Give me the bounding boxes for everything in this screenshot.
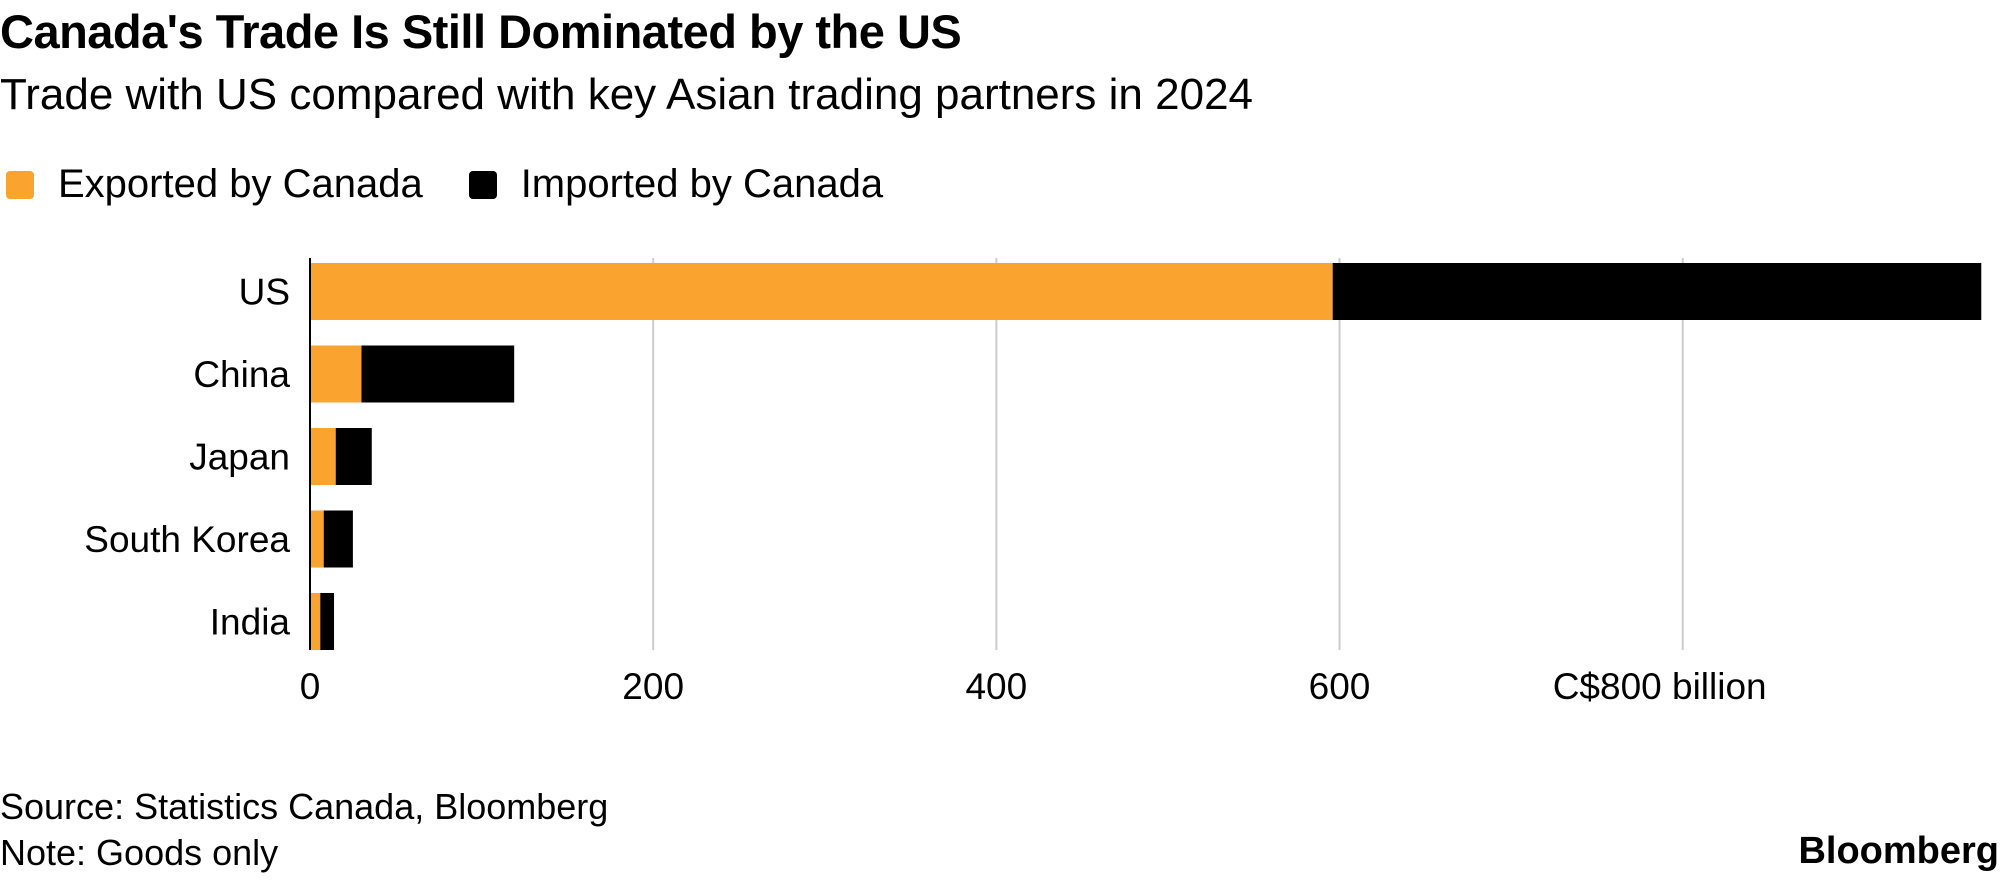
category-label-india: India (210, 602, 291, 643)
x-tick-label-200: 200 (622, 666, 684, 707)
x-tick-label-400: 400 (965, 666, 1027, 707)
category-label-south-korea: South Korea (84, 519, 290, 560)
bar-us-exported (310, 263, 1333, 320)
bloomberg-logo: Bloomberg (1798, 830, 1999, 872)
source-note: Source: Statistics Canada, Bloomberg (0, 786, 609, 827)
category-label-china: China (193, 354, 290, 395)
legend-item-imported: Imported by Canada (468, 162, 884, 207)
bar-japan-exported (310, 428, 336, 485)
bar-china-imported (361, 345, 515, 403)
bar-japan-imported (335, 428, 372, 485)
category-label-us: US (239, 272, 290, 313)
legend-item-exported: Exported by Canada (6, 162, 423, 207)
bar-india-exported (310, 593, 321, 650)
legend-label-imported: Imported by Canada (520, 162, 884, 206)
bar-south-korea-exported (310, 510, 324, 568)
bar-us-imported (1332, 263, 1982, 320)
x-tick-label-800: C$800 billion (1553, 666, 1767, 707)
bar-china-exported (310, 345, 362, 403)
bar-india-imported (320, 593, 335, 650)
category-label-japan: Japan (189, 437, 290, 478)
x-tick-label-0: 0 (300, 666, 321, 707)
legend: Exported by Canada Imported by Canada (6, 162, 929, 207)
chart-subtitle: Trade with US compared with key Asian tr… (0, 70, 1254, 119)
legend-swatch-imported (468, 170, 497, 199)
legend-swatch-exported (6, 170, 34, 199)
x-tick-label-600: 600 (1309, 666, 1371, 707)
goods-note: Note: Goods only (0, 832, 279, 873)
legend-label-exported: Exported by Canada (58, 162, 423, 206)
chart-title: Canada's Trade Is Still Dominated by the… (0, 5, 962, 58)
bar-south-korea-imported (323, 510, 353, 568)
